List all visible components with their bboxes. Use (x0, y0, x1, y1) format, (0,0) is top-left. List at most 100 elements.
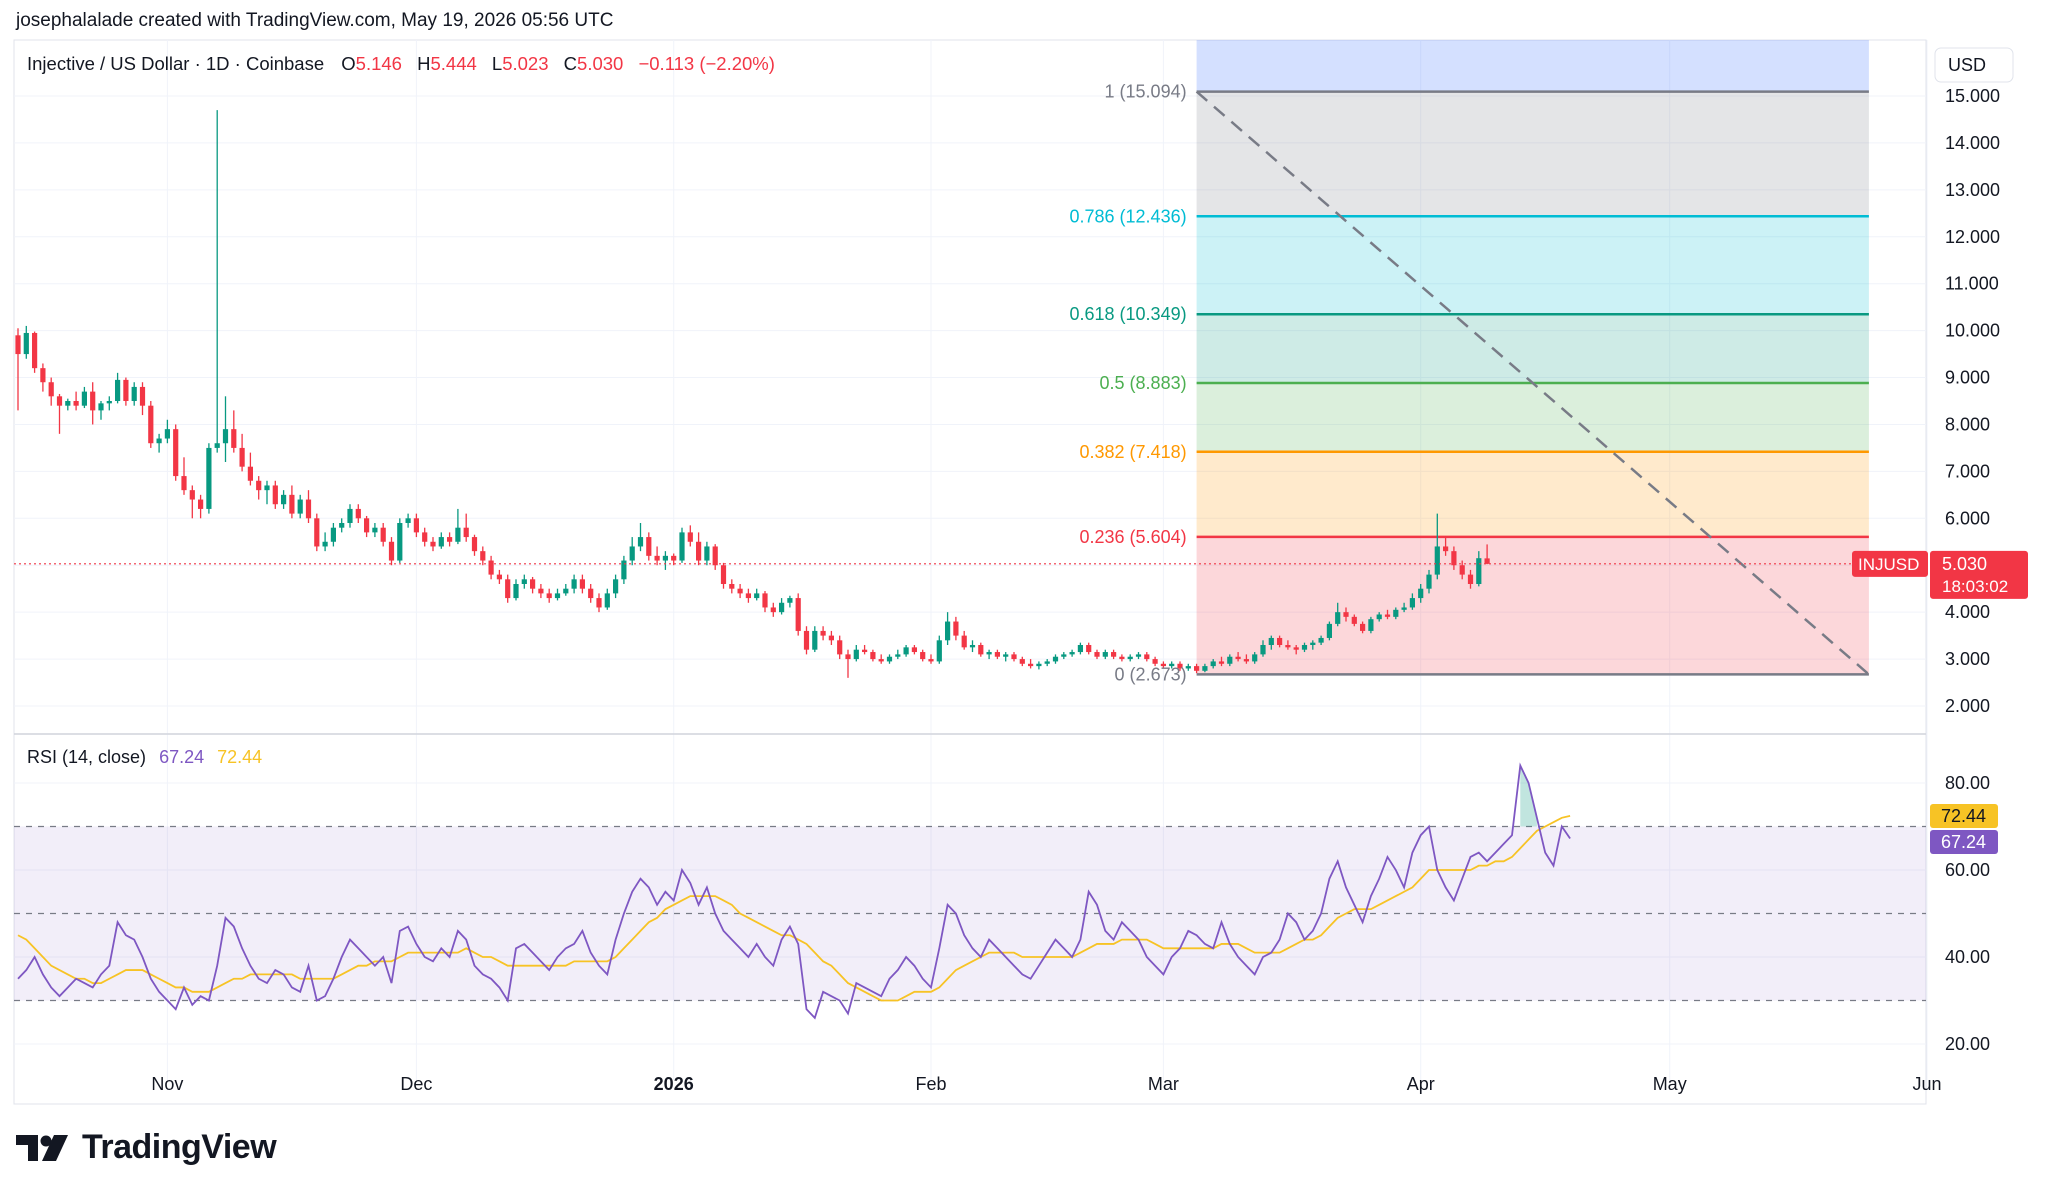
candle[interactable] (554, 588, 561, 601)
candle[interactable] (546, 588, 552, 603)
candle[interactable] (629, 537, 635, 566)
candle[interactable] (1036, 661, 1042, 670)
candle[interactable] (1019, 656, 1025, 667)
candle[interactable] (530, 576, 536, 594)
candle[interactable] (1243, 654, 1249, 664)
candle[interactable] (231, 410, 237, 453)
candle[interactable] (98, 401, 104, 420)
candle[interactable] (1260, 640, 1266, 657)
candle[interactable] (1160, 661, 1166, 669)
candle[interactable] (347, 504, 353, 528)
candle[interactable] (65, 398, 71, 411)
candle[interactable] (339, 518, 345, 533)
candle[interactable] (1135, 652, 1142, 660)
candle[interactable] (1301, 642, 1308, 653)
candle[interactable] (1335, 602, 1341, 627)
candle[interactable] (1434, 513, 1440, 580)
candle[interactable] (969, 640, 976, 653)
candle[interactable] (654, 546, 660, 566)
candle[interactable] (1028, 659, 1034, 669)
candle[interactable] (845, 649, 851, 678)
candle[interactable] (1218, 656, 1225, 667)
candle[interactable] (1384, 609, 1391, 620)
candle[interactable] (106, 396, 112, 411)
candle[interactable] (1310, 640, 1316, 650)
rsi-ma-line[interactable] (17, 815, 1571, 1002)
candle[interactable] (870, 649, 876, 662)
candle[interactable] (1044, 659, 1050, 667)
candle[interactable] (1426, 569, 1432, 594)
candle[interactable] (613, 574, 619, 599)
candle[interactable] (1210, 659, 1216, 669)
candle[interactable] (895, 649, 901, 660)
candle[interactable] (198, 494, 204, 519)
candle[interactable] (978, 642, 984, 657)
candle[interactable] (712, 544, 718, 570)
candle[interactable] (1194, 663, 1200, 674)
candle[interactable] (430, 537, 436, 552)
candle[interactable] (463, 513, 469, 542)
candle[interactable] (920, 649, 926, 662)
candle[interactable] (73, 391, 79, 411)
candle[interactable] (596, 593, 602, 613)
candle[interactable] (621, 555, 627, 584)
candle[interactable] (1011, 652, 1017, 662)
candle[interactable] (687, 525, 693, 547)
candle[interactable] (1235, 652, 1241, 662)
candle[interactable] (1360, 621, 1366, 634)
candle[interactable] (181, 457, 187, 495)
candle[interactable] (1484, 544, 1490, 565)
candle[interactable] (90, 382, 96, 425)
candle[interactable] (853, 645, 859, 662)
candle[interactable] (289, 485, 295, 519)
candle[interactable] (1293, 645, 1299, 655)
candle[interactable] (397, 518, 403, 563)
candle[interactable] (256, 476, 262, 500)
candle[interactable] (704, 541, 710, 566)
candle[interactable] (1418, 584, 1424, 603)
candle[interactable] (1052, 654, 1059, 664)
rsi-pane[interactable] (14, 762, 1926, 1020)
candle[interactable] (1094, 649, 1100, 660)
candle[interactable] (422, 527, 428, 547)
candle[interactable] (438, 532, 444, 549)
candle[interactable] (1111, 649, 1117, 660)
candle[interactable] (1326, 621, 1332, 641)
candle[interactable] (206, 443, 212, 514)
candle[interactable] (862, 645, 868, 655)
candle[interactable] (936, 635, 942, 664)
candle[interactable] (1318, 635, 1324, 645)
chart-canvas[interactable]: 1 (15.094) 0.786 (12.436) 0.618 (10.349) 0.… (0, 0, 2048, 1120)
candle[interactable] (513, 579, 519, 601)
candle[interactable] (521, 574, 527, 589)
rsi-legend[interactable]: RSI (14, close) 67.24 72.44 (27, 747, 262, 767)
candle[interactable] (812, 626, 818, 653)
candle[interactable] (1086, 642, 1092, 655)
candle[interactable] (579, 574, 585, 594)
candle[interactable] (156, 433, 162, 453)
candle[interactable] (23, 325, 29, 359)
candles[interactable] (14, 110, 1926, 678)
candle[interactable] (1202, 663, 1208, 673)
candle[interactable] (1119, 654, 1125, 662)
candle[interactable] (222, 396, 229, 462)
candle[interactable] (538, 584, 544, 599)
candle[interactable] (820, 626, 826, 641)
candle[interactable] (994, 649, 1000, 660)
candle[interactable] (1061, 652, 1067, 660)
candle[interactable] (795, 593, 801, 636)
candle[interactable] (696, 532, 702, 566)
candle[interactable] (671, 553, 677, 566)
candle[interactable] (1409, 593, 1415, 610)
candle[interactable] (1127, 654, 1133, 662)
candle[interactable] (173, 424, 179, 481)
candle[interactable] (355, 504, 361, 523)
candle[interactable] (1227, 654, 1233, 667)
candle[interactable] (1252, 652, 1258, 664)
candle[interactable] (48, 377, 54, 406)
candle[interactable] (803, 626, 810, 655)
candle[interactable] (139, 382, 146, 416)
candle[interactable] (322, 532, 328, 552)
candle[interactable] (1451, 546, 1457, 570)
candle[interactable] (471, 534, 478, 556)
